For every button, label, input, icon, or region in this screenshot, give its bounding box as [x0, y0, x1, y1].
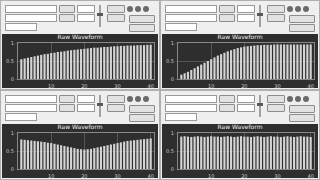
svg-text:Raw Waveform: Raw Waveform [218, 124, 263, 130]
svg-text:20: 20 [241, 173, 247, 178]
svg-text:40: 40 [147, 173, 153, 178]
svg-text:40: 40 [147, 83, 153, 88]
svg-text:30: 30 [274, 83, 280, 88]
svg-text:0: 0 [11, 166, 14, 172]
svg-text:1: 1 [171, 130, 174, 136]
svg-text:30: 30 [114, 173, 120, 178]
svg-text:0: 0 [171, 166, 174, 172]
svg-text:10: 10 [48, 173, 54, 178]
svg-text:10: 10 [208, 83, 214, 88]
svg-text:30: 30 [274, 173, 280, 178]
svg-text:10: 10 [48, 83, 54, 88]
svg-text:1: 1 [11, 40, 14, 46]
svg-text:Raw Waveform: Raw Waveform [58, 34, 103, 40]
svg-text:40: 40 [307, 173, 313, 178]
svg-text:Raw Waveform: Raw Waveform [58, 124, 103, 130]
svg-text:0.5: 0.5 [6, 148, 14, 154]
svg-text:20: 20 [81, 173, 87, 178]
svg-text:30: 30 [114, 83, 120, 88]
svg-text:0: 0 [11, 76, 14, 82]
svg-text:0.5: 0.5 [166, 58, 174, 64]
svg-text:0.5: 0.5 [166, 148, 174, 154]
svg-text:20: 20 [81, 83, 87, 88]
svg-text:40: 40 [307, 83, 313, 88]
svg-text:1: 1 [171, 40, 174, 46]
svg-text:10: 10 [208, 173, 214, 178]
svg-text:0.5: 0.5 [6, 58, 14, 64]
svg-text:20: 20 [241, 83, 247, 88]
svg-text:0: 0 [171, 76, 174, 82]
svg-text:Raw Waveform: Raw Waveform [218, 34, 263, 40]
svg-text:1: 1 [11, 130, 14, 136]
